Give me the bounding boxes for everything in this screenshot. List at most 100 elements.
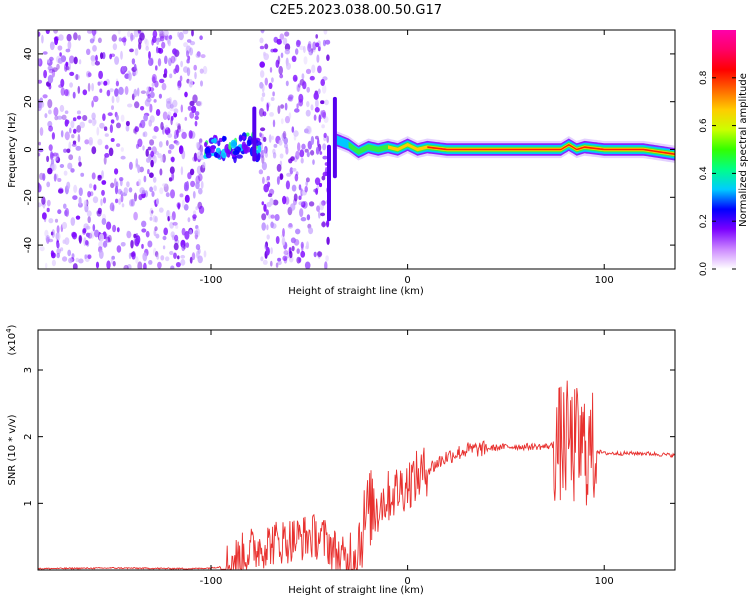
noise-blob [305,177,310,183]
noise-blob [51,132,56,140]
noise-blob [75,215,81,220]
signal-blob [238,134,243,142]
noise-blob [326,54,330,61]
noise-blob [199,35,203,40]
noise-blob [156,254,160,260]
noise-blob [306,86,311,93]
noise-blob [173,242,179,251]
noise-blob [87,254,92,259]
noise-blob [91,112,96,120]
noise-blob [195,141,200,149]
noise-blob [322,171,328,177]
noise-blob [169,216,174,220]
noise-blob [151,191,155,197]
noise-blob [48,125,53,132]
noise-blob [314,107,320,113]
noise-blob [94,61,100,66]
noise-blob [103,80,108,86]
noise-blob [272,48,278,53]
noise-blob [65,48,71,53]
noise-blob [106,221,112,230]
noise-blob [45,30,50,34]
colorbar-tick-label: 0.2 [699,214,709,228]
noise-blob [92,33,96,42]
noise-blob [71,134,75,139]
noise-blob [89,231,95,239]
noise-blob [68,257,73,264]
noise-blob [296,103,299,109]
noise-blob [314,177,321,186]
noise-blob [326,220,330,228]
noise-blob [153,99,157,103]
noise-blob [45,235,51,243]
noise-blob [56,248,61,255]
noise-blob [142,189,146,195]
noise-blob [263,53,270,61]
noise-blob [186,39,192,43]
noise-blob [118,37,122,42]
noise-blob [79,121,85,129]
noise-blob [269,67,273,73]
noise-blob [65,61,69,67]
noise-blob [159,168,163,176]
noise-blob [55,232,60,240]
signal-streak [252,106,257,162]
noise-blob [58,34,64,41]
signal-band-red [427,143,675,156]
noise-blob [272,199,279,206]
noise-blob [42,94,48,99]
noise-blob [158,30,163,34]
noise-blob [264,243,267,250]
noise-blob [291,184,297,192]
noise-blob [321,200,326,206]
noise-blob [64,110,69,114]
noise-blob [317,88,321,95]
noise-blob [97,138,103,146]
noise-blob [291,245,295,252]
noise-blob [184,116,188,121]
noise-blob [154,216,158,223]
noise-blob [261,92,266,98]
noise-blob [43,69,47,79]
noise-blob [57,209,62,215]
top-x-tick-label: -100 [200,275,223,286]
noise-blob [60,130,64,138]
noise-blob [78,187,83,196]
noise-blob [298,83,301,88]
noise-blob [288,94,294,100]
bottom-x-tick-label: 0 [404,576,410,587]
noise-blob [272,119,276,128]
noise-blob [279,153,284,159]
noise-blob [259,132,262,137]
noise-blob [198,138,203,143]
noise-blob [91,172,96,180]
noise-blob [299,208,304,218]
noise-blob [152,215,157,223]
noise-blob [108,147,114,157]
noise-blob [300,241,304,249]
noise-blob [90,55,96,62]
noise-blob [149,216,153,221]
noise-blob [69,82,73,88]
noise-blob [107,234,112,243]
noise-blob [262,176,265,184]
noise-blob [41,196,46,205]
noise-blob [321,221,327,228]
signal-blob [226,148,231,158]
noise-blob [183,204,189,211]
noise-blob [307,43,312,52]
noise-blob [323,30,328,35]
noise-blob [134,126,140,133]
noise-blob [171,211,176,221]
noise-blob [261,213,267,221]
noise-blob [71,143,77,147]
noise-blob [154,150,159,156]
noise-blob [269,112,274,117]
noise-blob [150,150,155,158]
noise-blob [145,148,149,157]
noise-blob [198,205,205,214]
noise-blob [151,39,154,46]
noise-blob [188,79,193,88]
signal-blob [214,151,218,158]
signal-blob [221,135,226,142]
